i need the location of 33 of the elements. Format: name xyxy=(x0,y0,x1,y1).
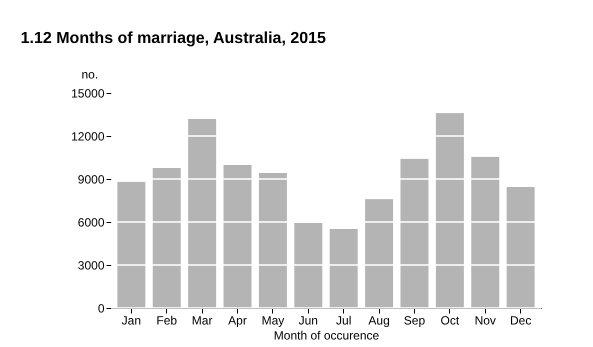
y-tick-label: 6000 xyxy=(78,216,105,230)
x-tick-label: Jun xyxy=(298,314,318,328)
y-tick-label: 0 xyxy=(98,302,105,316)
x-tick-label: Dec xyxy=(510,314,532,328)
bar xyxy=(224,164,252,308)
bar xyxy=(117,182,146,308)
x-tick-label: Jan xyxy=(122,314,142,328)
bar xyxy=(330,229,358,308)
bar xyxy=(188,118,216,308)
x-tick-label: Jul xyxy=(336,314,352,328)
bar xyxy=(365,199,394,308)
x-tick-label: Nov xyxy=(474,314,496,328)
x-tick-label: Aug xyxy=(368,314,390,328)
bar xyxy=(506,187,535,308)
y-axis-title: no. xyxy=(82,68,98,82)
y-tick-label: 12000 xyxy=(71,130,105,144)
bar xyxy=(471,156,500,308)
x-tick-label: Mar xyxy=(192,314,212,328)
bar xyxy=(400,158,428,308)
y-tick-label: 3000 xyxy=(78,258,105,272)
x-axis-title: Month of occurence xyxy=(274,328,380,342)
x-tick-label: Oct xyxy=(440,314,460,328)
x-tick-label: Apr xyxy=(228,314,247,328)
bar xyxy=(258,172,287,308)
bar xyxy=(436,113,464,308)
bar xyxy=(152,168,181,308)
y-tick-label: 9000 xyxy=(78,172,105,186)
chart-title: 1.12 Months of marriage, Australia, 2015 xyxy=(20,30,326,47)
x-tick-label: Sep xyxy=(404,314,426,328)
bar xyxy=(294,223,322,308)
y-tick-label: 15000 xyxy=(71,86,105,100)
x-tick-label: May xyxy=(262,314,284,328)
x-tick-label: Feb xyxy=(156,314,178,328)
